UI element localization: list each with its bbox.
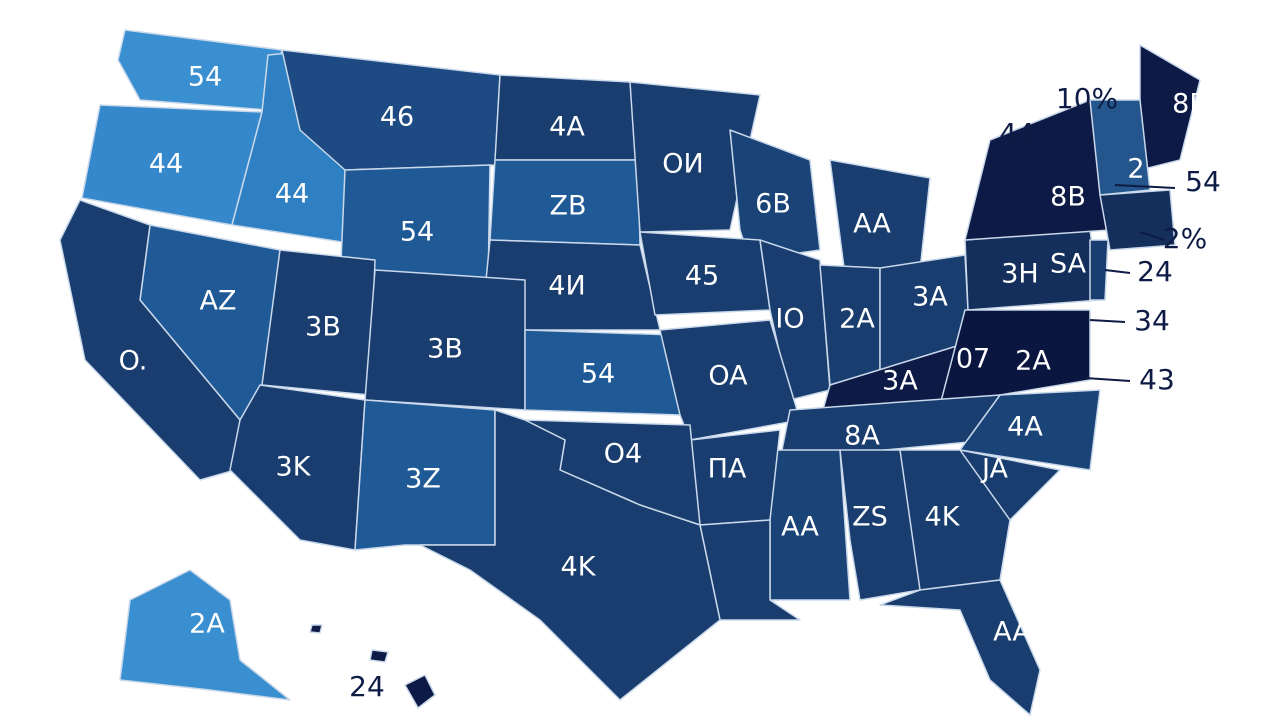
state-label: 46: [380, 102, 414, 133]
state-label: 3A: [882, 366, 918, 397]
state-label: O4: [604, 439, 642, 470]
state-label: SA: [1050, 249, 1087, 280]
state-label: O.: [119, 346, 148, 377]
state-label: 54: [581, 359, 615, 390]
state-label: 3Z: [405, 464, 441, 495]
leader-line: [1139, 231, 1166, 241]
outside-label: 43: [1139, 363, 1175, 396]
state-label: 45: [685, 261, 719, 292]
outside-label: 54: [1185, 165, 1221, 198]
state-label: 6B: [755, 189, 791, 220]
state: [1089, 239, 1109, 301]
outside-label: 2%: [1163, 222, 1207, 255]
state-label: ΠA: [708, 454, 747, 485]
state: [629, 81, 761, 233]
state-label: ZS: [852, 502, 888, 533]
state: [964, 99, 1111, 241]
state-label: 3A: [912, 282, 948, 313]
state-label: 4K: [561, 552, 597, 583]
state: [369, 649, 389, 663]
state: [759, 239, 831, 401]
state-label: 4A: [549, 112, 585, 143]
leader-line: [1104, 269, 1131, 274]
state: [404, 674, 436, 709]
state-label: 8A: [844, 421, 880, 452]
state-label: 2: [1127, 154, 1144, 185]
state-label: ZB: [549, 191, 586, 222]
state: [879, 579, 1041, 716]
state-label: 3B: [427, 334, 463, 365]
state-label: AZ: [200, 286, 237, 317]
state-label: 4И: [548, 271, 585, 302]
outside-label: 24: [349, 670, 385, 703]
state-label: 07: [956, 344, 990, 375]
state: [117, 29, 283, 111]
leader-lines: [1084, 184, 1176, 382]
state-label: 3K: [276, 452, 312, 483]
state-label: 4A: [1007, 412, 1043, 443]
state-label: AA: [781, 512, 819, 543]
state-label: 44: [275, 179, 309, 210]
states: [59, 29, 1201, 716]
state-label: 2A: [1015, 346, 1051, 377]
state: [119, 569, 291, 701]
state-label: OИ: [662, 149, 703, 180]
state-label: 54: [400, 217, 434, 248]
state-label: 3H: [1001, 259, 1038, 290]
state: [419, 409, 721, 701]
leader-line: [1114, 184, 1176, 189]
state: [939, 309, 1091, 406]
outside-label: 24: [1137, 255, 1173, 288]
state-label: IO: [775, 304, 804, 335]
state-label: 2A: [839, 304, 875, 335]
outside-label: 34: [1134, 304, 1170, 337]
state-label: 54: [188, 62, 222, 93]
state: [1099, 189, 1176, 251]
leader-line: [1089, 319, 1126, 323]
labels: 54 46 4A OИ 44 44 54 ZB 6B AA AZ 3B 3B 4…: [119, 62, 1221, 704]
state-label: 44: [149, 149, 183, 180]
state-label: 8B: [1050, 182, 1086, 213]
outside-label: 44: [999, 117, 1035, 150]
state-label: AA: [853, 209, 891, 240]
state: [1089, 99, 1151, 196]
state: [839, 449, 921, 601]
state-label: 8B: [1172, 89, 1208, 120]
state-label: JA: [980, 454, 1008, 485]
outside-label: 10%: [1056, 82, 1118, 115]
leader-line: [1084, 377, 1131, 382]
state: [959, 389, 1101, 471]
state-label: 4K: [925, 502, 961, 533]
state: [659, 319, 801, 441]
state-label: OA: [708, 361, 748, 392]
state-label: 2A: [189, 609, 225, 640]
state: [309, 624, 323, 634]
state-label: 3B: [305, 312, 341, 343]
state-label: AA: [993, 617, 1031, 648]
